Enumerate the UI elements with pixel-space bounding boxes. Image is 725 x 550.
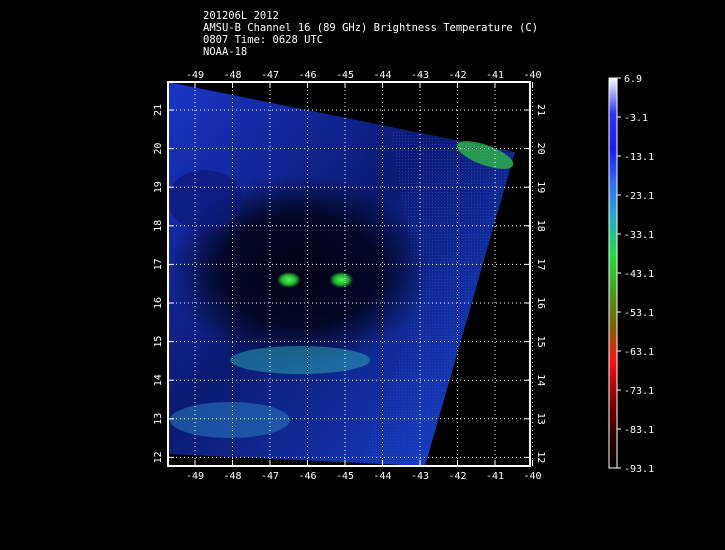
colorbar-label: -73.1 [624, 386, 654, 397]
lon-label-bottom: -46 [298, 471, 316, 482]
lat-label-left: 16 [153, 297, 164, 309]
lon-label-bottom: -49 [186, 471, 204, 482]
title-line-4: NOAA-18 [203, 46, 248, 58]
colorbar-label: -13.1 [624, 152, 654, 163]
lon-label-top: -48 [223, 70, 241, 81]
data-swath [168, 82, 515, 466]
lat-label-left: 15 [153, 336, 164, 348]
lon-label-top: -46 [298, 70, 316, 81]
lat-label-right: 13 [535, 413, 546, 425]
lat-label-left: 18 [153, 220, 164, 232]
title-line-3: 0807 Time: 0628 UTC [203, 34, 324, 46]
colorbar-label: -93.1 [624, 464, 654, 475]
convective-hotspot [329, 271, 354, 288]
lat-label-left: 20 [153, 143, 164, 155]
lat-lon-grid [168, 82, 533, 466]
lat-label-right: 14 [535, 374, 546, 386]
rain-band-south [170, 402, 290, 438]
swath-edge-stipple [360, 130, 515, 466]
lat-label-right: 12 [535, 451, 546, 463]
cloud-patch [168, 170, 243, 230]
rain-band [230, 346, 370, 374]
lon-label-top: -45 [336, 70, 354, 81]
lat-label-left: 17 [153, 258, 164, 270]
colorbar-label: -3.1 [624, 113, 648, 124]
colorbar-label: -83.1 [624, 425, 654, 436]
lat-label-right: 18 [535, 220, 546, 232]
lon-label-top: -44 [373, 70, 391, 81]
lon-label-bottom: -41 [486, 471, 504, 482]
hotspot-layer [276, 271, 354, 288]
lon-label-bottom: -43 [411, 471, 429, 482]
lat-label-left: 12 [153, 451, 164, 463]
lon-label-top: -47 [261, 70, 279, 81]
lon-label-bottom: -48 [223, 471, 241, 482]
map-title: 201206L 2012 AMSU-B Channel 16 (89 GHz) … [203, 10, 538, 58]
lat-label-left: 14 [153, 374, 164, 386]
lon-label-top: -40 [523, 70, 541, 81]
lon-label-bottom: -40 [523, 471, 541, 482]
lat-label-right: 17 [535, 258, 546, 270]
title-line-1: 201206L 2012 [203, 10, 279, 22]
lat-label-right: 20 [535, 143, 546, 155]
lat-label-right: 21 [535, 104, 546, 116]
colorbar-label: -33.1 [624, 230, 654, 241]
colorbar-scale [608, 77, 618, 469]
colorbar-label: -23.1 [624, 191, 654, 202]
green-band-ne [456, 141, 514, 169]
axis-ticks: -49 -49 -48 -48 -47 -47 -46 -46 -45 -45 -44 -44 -43 -… [153, 70, 546, 482]
lat-label-left: 21 [153, 104, 164, 116]
lon-label-top: -41 [486, 70, 504, 81]
colorbar-label: 6.9 [624, 74, 642, 85]
map-frame [167, 81, 531, 467]
colorbar-label: -53.1 [624, 308, 654, 319]
lat-label-left: 19 [153, 181, 164, 193]
title-line-2: AMSU-B Channel 16 (89 GHz) Brightness Te… [203, 22, 539, 34]
colorbar-labels: 6.9 -3.1 -13.1 -23.1 -33.1 -43.1 -53.1 -63.1 -73… [617, 74, 654, 475]
lon-label-bottom: -42 [448, 471, 466, 482]
lon-label-top: -42 [448, 70, 466, 81]
lon-label-bottom: -47 [261, 471, 279, 482]
lat-label-right: 15 [535, 336, 546, 348]
lat-label-right: 16 [535, 297, 546, 309]
lon-label-top: -49 [186, 70, 204, 81]
lon-label-bottom: -45 [336, 471, 354, 482]
lon-label-top: -43 [411, 70, 429, 81]
colorbar-label: -43.1 [624, 269, 654, 280]
storm-core [170, 175, 430, 365]
convective-hotspot [276, 271, 301, 288]
lon-label-bottom: -44 [373, 471, 391, 482]
lat-label-right: 19 [535, 181, 546, 193]
colorbar-label: -63.1 [624, 347, 654, 358]
lat-label-left: 13 [153, 413, 164, 425]
colorbar: 6.9 -3.1 -13.1 -23.1 -33.1 -43.1 -53.1 -63.1 -73… [608, 74, 654, 475]
